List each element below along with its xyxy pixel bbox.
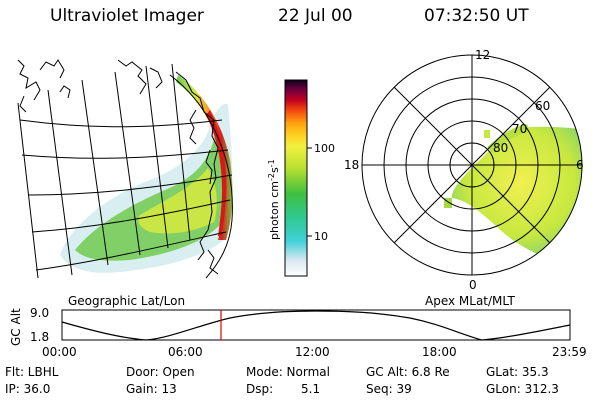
timeline-tick-1800: 18:00 [422,345,457,359]
timeline-tick-2359: 23:59 [552,345,587,359]
mlt-label-0: 0 [469,278,477,292]
polar-arc-blob [444,198,452,208]
colorbar-label-100: 100 [314,142,335,155]
info-glon: GLon: 312.3 [486,382,559,396]
altitude-timeline: 9.0 1.8 GC Alt 00:00 06:00 12:00 18:00 2… [9,306,587,359]
geographic-map [17,59,233,279]
timeline-tick-0600: 06:00 [168,345,203,359]
mlt-label-12: 12 [475,48,490,62]
polar-plot: 12 18 6 0 80 70 60 [344,48,584,292]
lat-label-80: 80 [493,141,508,155]
info-seq: Seq: 39 [366,382,412,396]
lat-label-70: 70 [512,122,527,136]
info-gain: Gain: 13 [126,382,177,396]
polar-arc-segment [487,124,529,153]
info-gc-alt: GC Alt: 6.8 Re [366,365,450,379]
geo-emission-yellow [138,168,217,234]
colorbar-scale [284,79,308,277]
geo-grid [17,63,233,279]
geo-auroral-arc [176,75,233,240]
timeline-ylabel: GC Alt [9,308,23,346]
earth-limb [169,74,233,279]
timeline-tick-0000: 00:00 [42,345,77,359]
info-dsp-value: 5.1 [301,382,321,396]
time-label: 07:32:50 UT [424,6,529,26]
timeline-frame [61,309,571,341]
geo-auroral-core [206,110,227,236]
mlt-label-18: 18 [344,158,359,172]
date-label: 22 Jul 00 [278,6,353,26]
polar-arc-blob [484,130,490,138]
colorbar-label-10: 10 [314,230,328,243]
info-filter: Flt: LBHL [5,365,59,379]
colorbar-units: photon cm-2s-1 [267,159,281,240]
lat-label-60: 60 [535,99,550,113]
mlt-label-6: 6 [576,158,584,172]
info-mode: Mode: Normal [246,365,330,379]
info-ip: IP: 36.0 [5,382,51,396]
timeline-ymax: 9.0 [30,306,49,320]
timeline-ymin: 1.8 [30,330,49,344]
info-glat: GLat: 35.3 [486,365,549,379]
polar-caption: Apex MLat/MLT [425,294,515,308]
polar-diagonal [393,86,551,244]
timeline-tick-1200: 12:00 [295,345,330,359]
instrument-title: Ultraviolet Imager [50,6,204,26]
colorbar: 100 10 photon cm-2s-1 [267,79,335,277]
info-door: Door: Open [126,365,195,379]
polar-emission [451,126,582,266]
info-dsp-label: Dsp: [246,382,274,396]
altitude-curve [61,310,571,341]
geo-caption: Geographic Lat/Lon [68,294,185,308]
geo-coastlines [17,59,219,275]
